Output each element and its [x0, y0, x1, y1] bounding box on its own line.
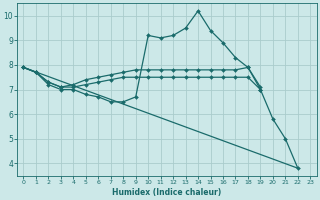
- X-axis label: Humidex (Indice chaleur): Humidex (Indice chaleur): [112, 188, 221, 197]
